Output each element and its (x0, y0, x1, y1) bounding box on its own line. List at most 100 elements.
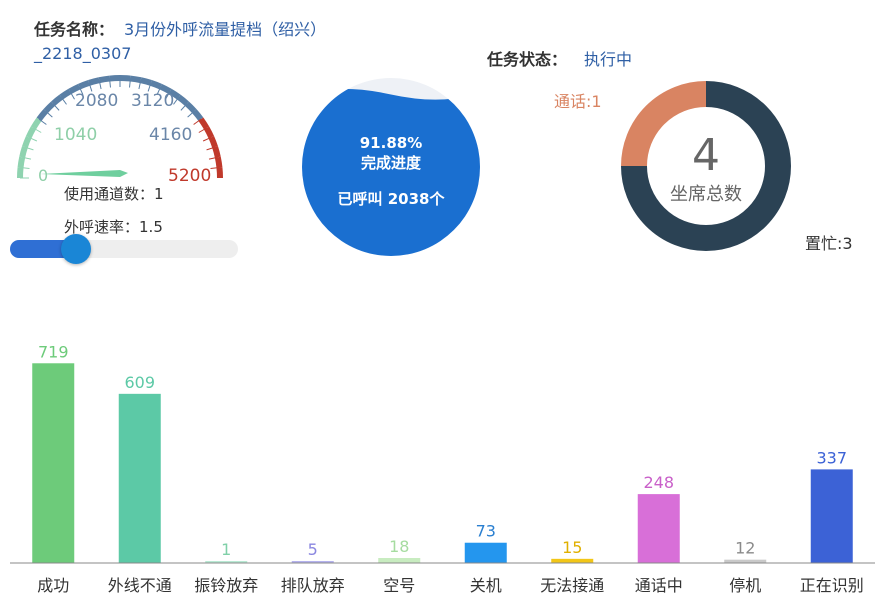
bar (205, 561, 248, 563)
gauge-arc-segment (88, 77, 100, 86)
gauge-arc-segment (51, 94, 64, 106)
bar (724, 559, 767, 563)
gauge-tick (187, 110, 195, 118)
bar (637, 494, 680, 563)
progress-percent: 91.88% (360, 134, 422, 152)
task-name-label: 任务名称： (34, 20, 115, 39)
gauge-tick (202, 136, 212, 142)
gauge-tick (129, 78, 131, 88)
gauge-tick (69, 91, 75, 100)
gauge-tick (165, 91, 171, 100)
channels-line: 使用通道数：1 (64, 183, 164, 204)
seat-total: 4 (692, 130, 720, 181)
gauge-tick (109, 78, 111, 88)
seat-donut: 4 坐席总数 (621, 81, 791, 251)
bar-value-label: 248 (643, 473, 674, 492)
gauge-tick (198, 127, 207, 133)
gauge-arc-segment (59, 88, 72, 100)
seat-total-label: 坐席总数 (670, 184, 742, 205)
gauge-arc-segment (19, 146, 28, 158)
gauge-tick-label: 2080 (75, 91, 118, 111)
gauge-tick (38, 118, 47, 125)
bar-value-label: 5 (308, 540, 318, 559)
task-status-label: 任务状态： (487, 50, 568, 69)
bar-value-label: 609 (124, 373, 155, 392)
talking-legend: 通话:1 (554, 92, 602, 111)
gauge-arc-segment (208, 136, 218, 149)
x-axis-category-label: 通话中 (635, 576, 683, 595)
speed-gauge: 0 1040 2080 3120 4160 5200 (17, 75, 223, 186)
called-count: 已呼叫 2038个 (338, 190, 446, 208)
bar (118, 393, 161, 563)
gauge-arc-segment (119, 75, 131, 82)
gauge-tick (193, 118, 202, 125)
gauge-arc-segment (22, 136, 32, 149)
call-result-bar-chart: 7196091 5 18731524812337 成功 外线不通 振铃放弃 排队放弃 空号关… (10, 342, 875, 595)
progress-caption: 完成进度 (361, 154, 422, 172)
gauge-arc-segment (176, 94, 189, 106)
gauge-arc-segment (17, 156, 26, 168)
gauge-arc-segment (216, 167, 223, 179)
gauge-arc-segment (212, 146, 221, 158)
bar (291, 561, 334, 563)
gauge-tick (173, 96, 180, 105)
x-axis-category-label: 空号 (383, 576, 415, 595)
donut-talking-segment (621, 81, 707, 167)
x-axis-category-label: 成功 (37, 576, 69, 595)
gauge-tick (22, 156, 32, 160)
gauge-arc-segment (43, 101, 56, 114)
bar (378, 558, 421, 563)
gauge-arc-segment (98, 75, 110, 84)
x-axis-category-label: 正在识别 (800, 576, 864, 595)
bar-value-label: 719 (38, 342, 69, 361)
progress-wave-fill (302, 88, 480, 256)
progress-circle: 91.88% 完成进度 已呼叫 2038个 (302, 78, 480, 256)
gauge-tick (60, 96, 67, 105)
gauge-tick (78, 86, 84, 96)
gauge-tick (98, 80, 102, 90)
seat-donut-ring (621, 81, 791, 251)
gauge-tick-label: 4160 (149, 125, 192, 145)
bar-value-label: 337 (816, 448, 847, 467)
gauge-tick (210, 167, 220, 169)
gauge-tick (24, 146, 34, 151)
gauge-tick (208, 156, 218, 160)
gauge-arc-segment (130, 75, 142, 84)
channels-label: 使用通道数： (64, 185, 155, 203)
gauge-tick-label: 3120 (131, 91, 174, 111)
x-axis-category-label: 无法接通 (540, 576, 604, 595)
task-name-value: 3月份外呼流量提档（绍兴） (124, 20, 327, 39)
gauge-tick (147, 82, 152, 92)
rate-slider-handle[interactable] (61, 234, 92, 264)
gauge-arc-segment (214, 156, 223, 168)
gauge-tick (138, 80, 142, 90)
bar-value-label: 15 (562, 538, 582, 557)
task-name-value-line2: _2218_0307 (34, 44, 132, 63)
gauge-tick-label: 1040 (54, 125, 97, 145)
gauge-arc-segment (78, 80, 91, 90)
busy-legend: 置忙:3 (805, 234, 853, 253)
gauge-tick (52, 103, 60, 111)
gauge-needle (40, 170, 128, 177)
gauge-arc-segment (184, 101, 197, 114)
bar (551, 558, 594, 563)
gauge-tick (206, 146, 216, 151)
task-status-value: 执行中 (584, 50, 633, 69)
gauge-arc-segment (25, 126, 37, 139)
gauge-tick (28, 136, 38, 142)
gauge-tick (33, 127, 42, 133)
gauge-arc-segment (149, 80, 162, 90)
x-axis-category-label: 排队放弃 (281, 576, 345, 595)
gauge-arc-segment (203, 126, 215, 139)
gauge-arc-segment (140, 77, 152, 86)
bar-value-label: 18 (389, 537, 409, 556)
gauge-arc-segment (30, 117, 42, 130)
gauge-arc (17, 75, 223, 179)
donut-busy-segment (621, 81, 791, 251)
bar-value-label: 1 (221, 540, 231, 559)
x-axis-category-label: 振铃放弃 (194, 576, 258, 595)
gauge-tick-label: 0 (38, 166, 48, 185)
x-axis-category-label: 停机 (729, 576, 761, 595)
rate-slider-fill (10, 240, 77, 258)
bar (464, 542, 507, 563)
